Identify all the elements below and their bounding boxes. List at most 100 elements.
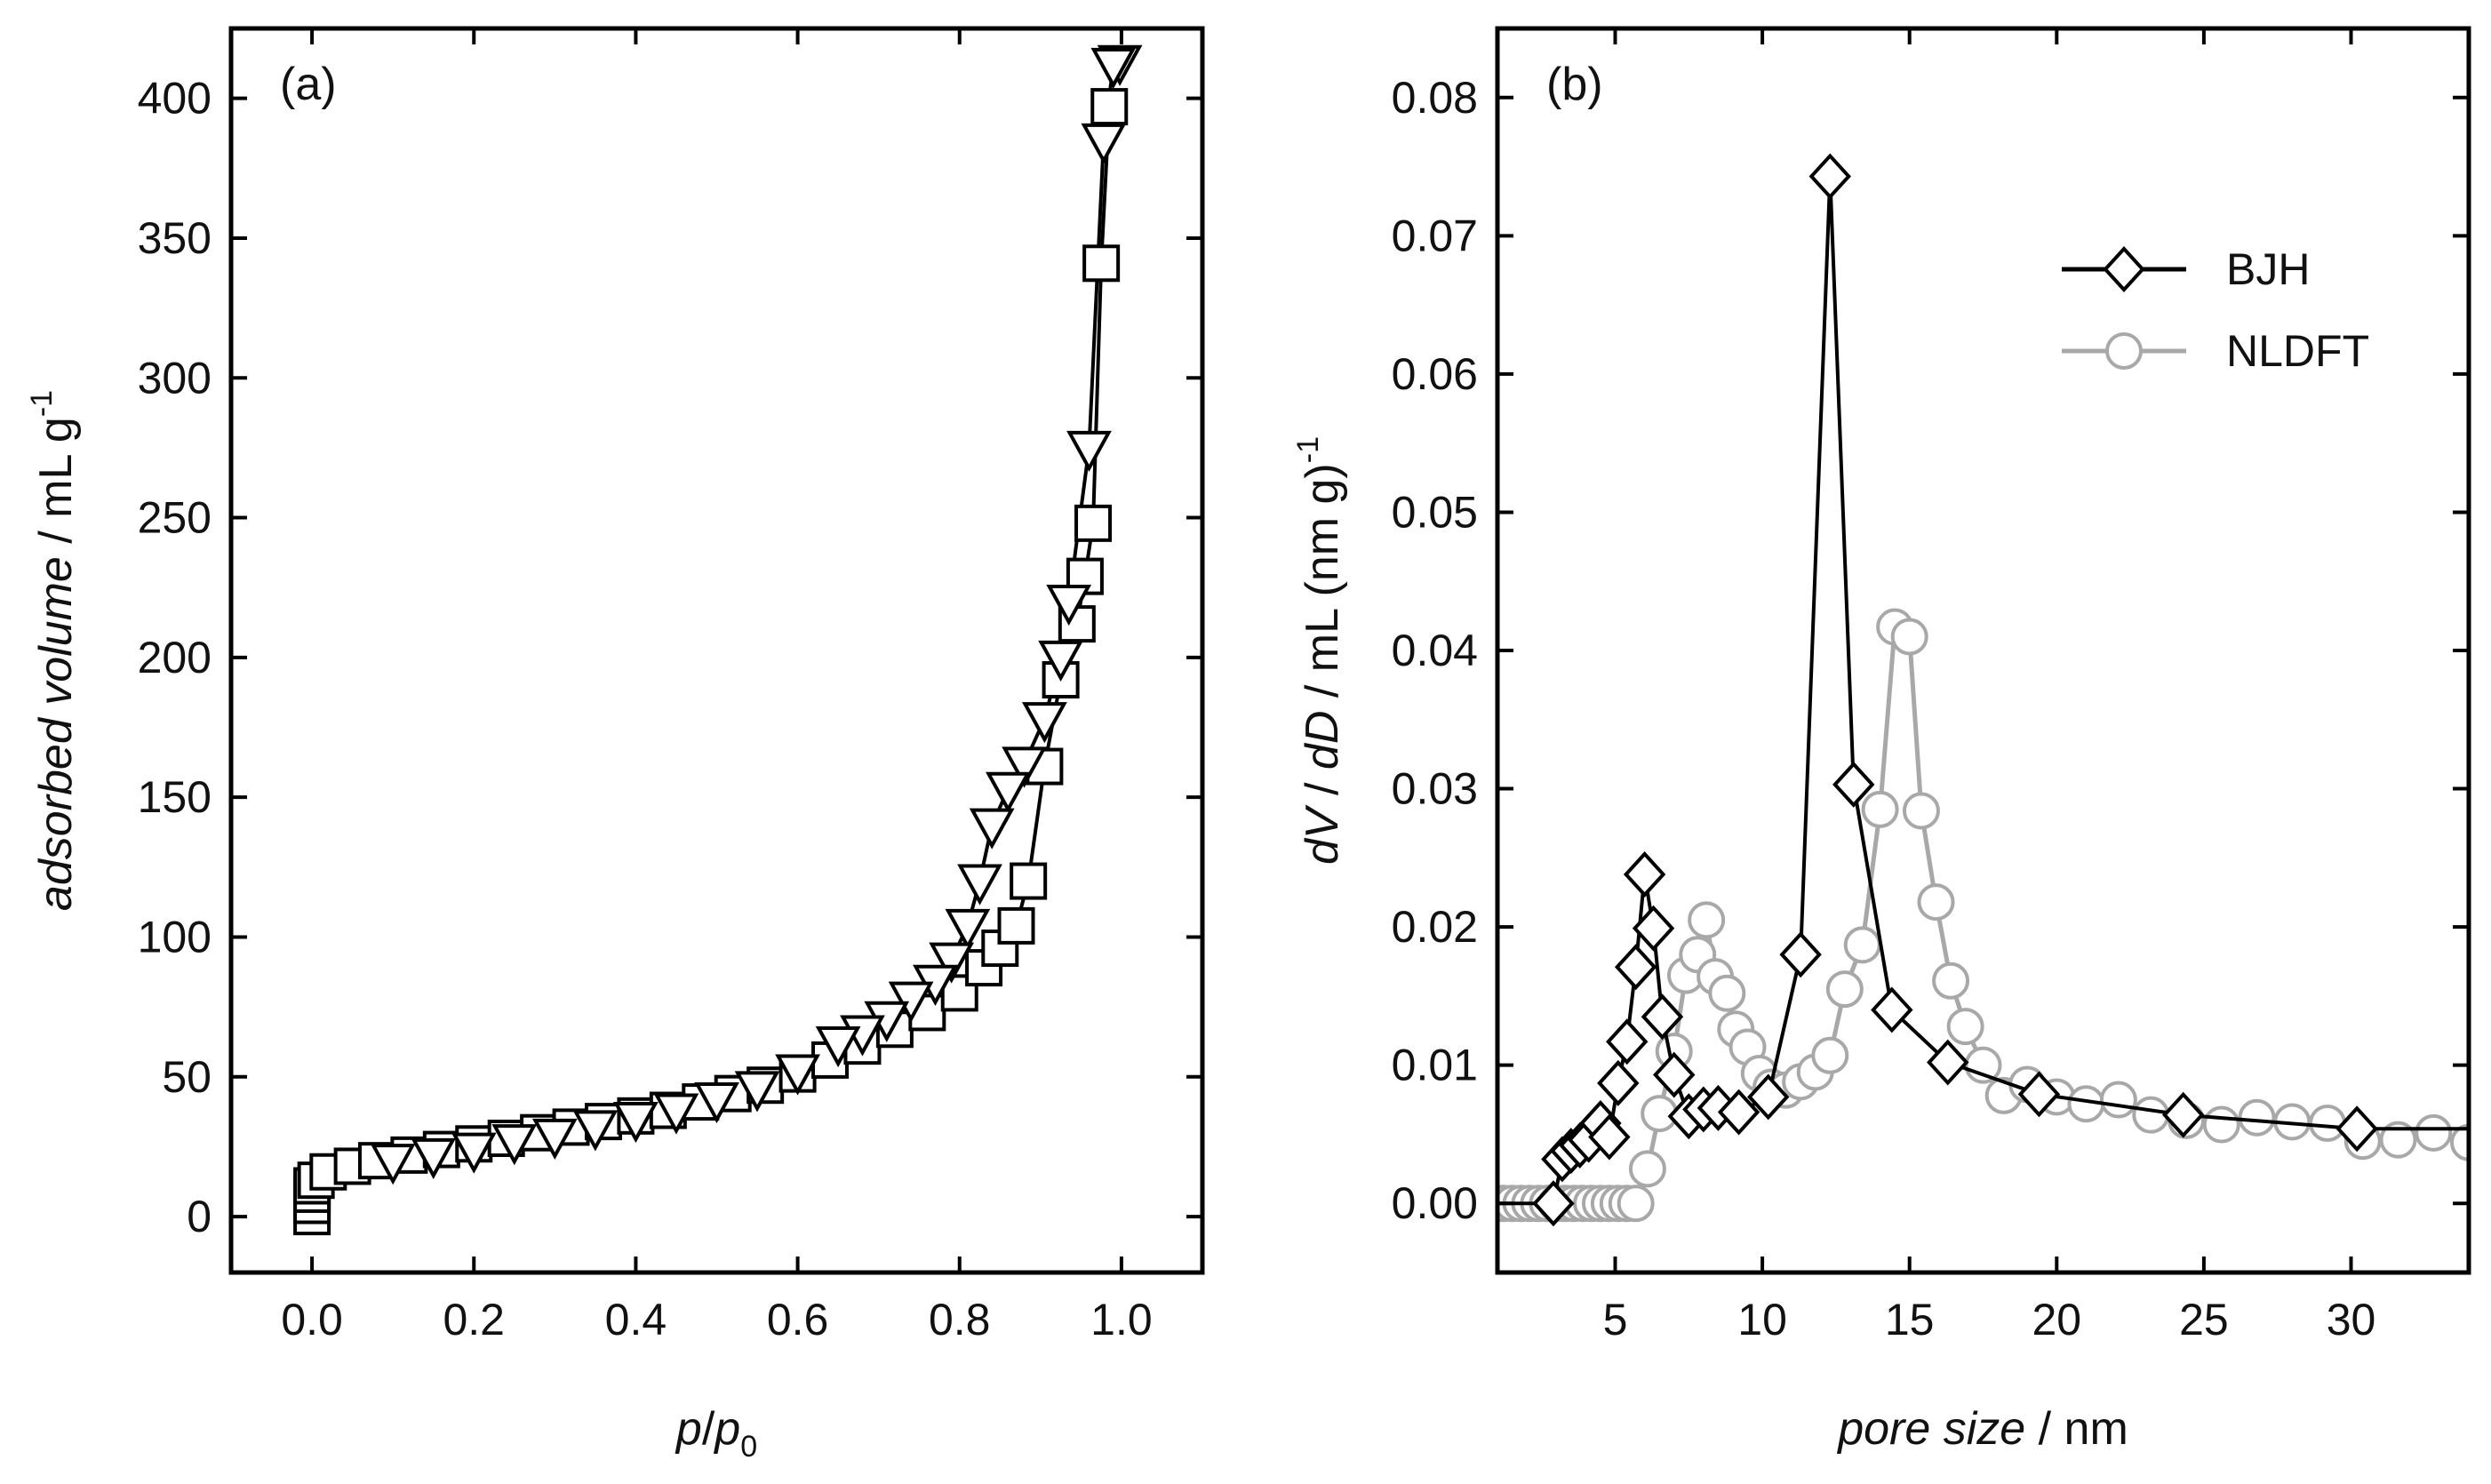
panel-b-series-layer <box>1497 153 2469 1227</box>
panel-a-desorption-point <box>1046 584 1092 626</box>
panel-a-desorption-point <box>491 1124 538 1166</box>
panel-b-BJH-point <box>1606 1018 1649 1065</box>
panel-a-desorption-point <box>929 942 975 984</box>
panel-a-label: (a) <box>280 59 337 110</box>
panel-b-BJH-point <box>2017 1071 2061 1118</box>
panel-a-desorption-point <box>957 864 1002 906</box>
panel-a-x-title-subscript: 0 <box>740 1430 757 1464</box>
panel-a-desorption-point <box>451 1132 497 1174</box>
panel-a-plot-frame <box>228 26 1205 1275</box>
panel-a-x-tick-label: 0.2 <box>443 1295 505 1344</box>
panel-b-y-tick-label: 0.07 <box>1392 211 1478 260</box>
panel-a-x-tick-label: 1.0 <box>1090 1295 1153 1344</box>
panel-b-NLDFT-point <box>1843 926 1881 964</box>
panel-b-BJH-point <box>2162 1091 2205 1138</box>
panel-b-y-title-sep: / <box>1297 770 1348 808</box>
panel-b: 5 10 15 20 25 30 0.00 0.01 0.02 0.03 0.04 0.05 0.06 0… <box>1291 26 2471 1455</box>
panel-b-x-title-unit: / nm <box>2025 1403 2128 1455</box>
panel-a-desorption-point <box>888 981 934 1023</box>
panel-b-NLDFT-point <box>1890 618 1928 656</box>
panel-b-NLDFT-point <box>2309 1105 2347 1142</box>
panel-a-desorption-point <box>1002 746 1047 788</box>
panel-a-x-axis-title: p/p0 <box>675 1403 757 1464</box>
panel-b-NLDFT-point <box>2099 1081 2137 1119</box>
panel-b-y-title-superscript: -1 <box>1291 436 1325 463</box>
panel-a-desorption-point <box>694 1081 739 1124</box>
panel-a-y-title-superscript: -1 <box>25 390 59 417</box>
panel-b-y-axis-title: dV / dD / mL (nm g)-1 <box>1291 436 1348 865</box>
panel-a-desorption-point <box>653 1093 699 1135</box>
panel-b-y-tick-label: 0.08 <box>1392 73 1478 123</box>
panel-b-y-title-dd: dD <box>1297 711 1348 770</box>
panel-a-desorption-point <box>411 1137 457 1180</box>
panel-b-BJH-point <box>1747 1073 1790 1121</box>
panel-b-BJH-point <box>1597 1059 1640 1106</box>
panel-b-ticks-layer: 5 10 15 20 25 30 0.00 0.01 0.02 0.03 0.04 0.05 0.06 0… <box>1392 28 2469 1344</box>
panel-a-desorption-point <box>1090 47 1137 90</box>
panel-b-NLDFT-point <box>1688 901 1726 939</box>
panel-b-plot-frame <box>1495 26 2471 1275</box>
panel-a-desorption-point <box>572 1110 619 1152</box>
panel-b-legend: BJH NLDFT <box>2062 244 2369 376</box>
panel-b-NLDFT-point <box>2238 1098 2276 1137</box>
legend-BJH-label: BJH <box>2226 244 2310 294</box>
panel-b-BJH-point <box>1717 1089 1760 1136</box>
panel-a-desorption-point <box>969 808 1015 850</box>
panel-a-adsorption-point <box>1010 862 1048 900</box>
panel-b-NLDFT-point <box>1825 970 1864 1009</box>
panel-a-adsorption-line <box>310 106 1112 1217</box>
panel-b-y-title-unit: / mL (nm g) <box>1297 463 1348 710</box>
panel-a-x-title-p0: p <box>713 1403 740 1455</box>
panel-b-BJH-point <box>1779 931 1822 978</box>
panel-a-desorption-point <box>370 1144 416 1185</box>
panel-b-BJH-point <box>1588 1113 1631 1161</box>
panel-b-BJH-point <box>1614 944 1657 991</box>
panel-a-desorption-point <box>945 908 991 951</box>
panel-b-BJH-point <box>1641 993 1684 1041</box>
panel-a-adsorption-point <box>1082 244 1121 283</box>
panel-a-x-tick-label: 0.4 <box>605 1295 667 1344</box>
panel-a-series-layer <box>293 44 1143 1236</box>
panel-a-y-tick-label: 0 <box>187 1192 212 1241</box>
panel-a-y-title-italic: adsorbed volume <box>30 556 82 911</box>
panel-a-adsorption-point <box>997 906 1035 945</box>
legend-BJH-marker <box>2103 246 2145 292</box>
panel-b-NLDFT-point <box>1917 883 1955 922</box>
panel-a-x-tick-label: 0.0 <box>281 1295 343 1344</box>
panel-b-x-tick-label: 15 <box>1885 1295 1935 1344</box>
panel-a-y-tick-label: 350 <box>138 213 212 263</box>
panel-b-y-tick-label: 0.05 <box>1392 487 1478 537</box>
panel-a-y-tick-label: 300 <box>138 353 212 403</box>
panel-b-NLDFT-point <box>1932 961 1970 1000</box>
panel-b-NLDFT-point <box>1902 792 1940 830</box>
panel-b-NLDFT-point <box>2415 1113 2453 1152</box>
panel-b-x-tick-label: 20 <box>2032 1295 2081 1344</box>
legend-NLDFT-marker <box>2105 332 2143 370</box>
panel-a-y-axis-title: adsorbed volume / mL g-1 <box>25 390 82 911</box>
panel-a-desorption-point <box>1066 430 1112 473</box>
panel-b-x-title-italic: pore size <box>1836 1403 2025 1455</box>
legend-NLDFT-label: NLDFT <box>2226 326 2369 376</box>
panel-b-y-tick-label: 0.02 <box>1392 902 1478 952</box>
panel-a-x-tick-label: 0.8 <box>929 1295 991 1344</box>
panel-b-NLDFT-point <box>1628 1150 1666 1188</box>
panel-a-y-tick-label: 250 <box>138 493 212 543</box>
panel-a-y-tick-label: 100 <box>138 912 212 961</box>
panel-b-BJH-point <box>1532 1180 1575 1227</box>
panel-a-desorption-point <box>734 1071 780 1113</box>
panel-b-NLDFT-point <box>1946 1008 1984 1046</box>
panel-b-x-tick-label: 30 <box>2327 1295 2376 1344</box>
panel-a-x-title-p: p <box>675 1403 702 1455</box>
panel-a-y-title-unit: / mL g <box>30 417 82 556</box>
panel-b-BJH-point <box>1927 1039 1969 1086</box>
panel-b-x-tick-label: 25 <box>2179 1295 2229 1344</box>
panel-a-desorption-point <box>815 1026 861 1068</box>
panel-b-y-tick-label: 0.00 <box>1392 1178 1478 1228</box>
panel-b-label: (b) <box>1546 59 1603 110</box>
panel-b-y-tick-label: 0.04 <box>1392 626 1478 675</box>
panel-b-NLDFT-point <box>2450 1123 2469 1161</box>
panel-b-BJH-point <box>1808 153 1851 200</box>
panel-a-y-tick-label: 150 <box>138 772 212 822</box>
panel-a-desorption-point <box>1022 702 1067 744</box>
panel-a-desorption-point <box>1038 640 1083 682</box>
